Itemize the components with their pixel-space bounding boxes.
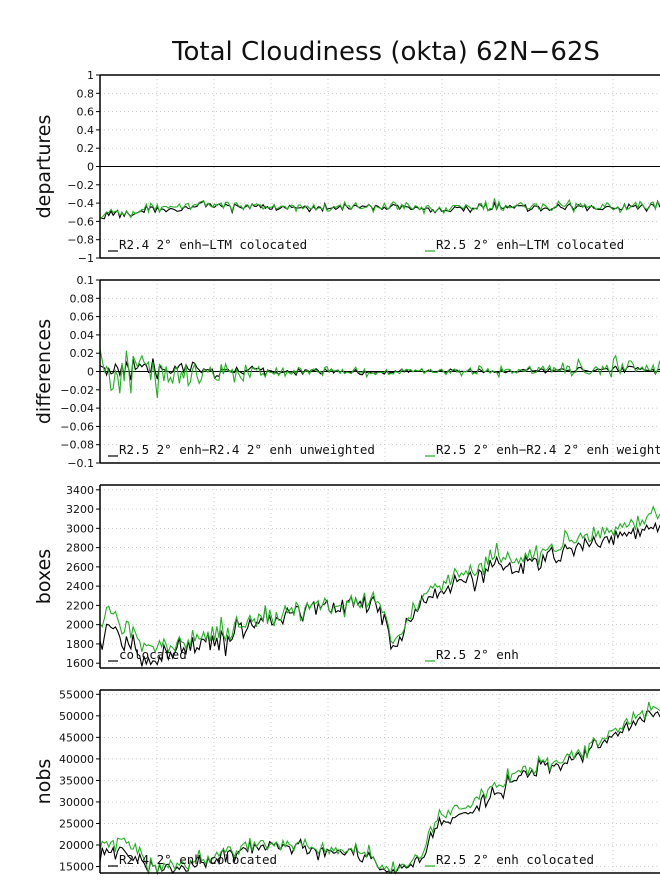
y-tick-label: 3200 <box>66 503 94 516</box>
y-tick-label: 15000 <box>59 861 94 874</box>
panel-differences: −0.1 −0.08 −0.06 −0.04 −0.02 0 0.02 0.04 0.06 0.0… <box>33 274 660 470</box>
y-tick-label: 1600 <box>66 657 94 670</box>
y-tick-label: −0.06 <box>60 420 94 433</box>
legend-label: colocated <box>119 647 187 662</box>
y-tick-label: −0.4 <box>67 197 94 210</box>
y-tick-label: 1 <box>87 69 94 82</box>
y-tick-label: 30000 <box>59 796 94 809</box>
y-tick-label: −0.8 <box>67 234 94 247</box>
y-tick-label: −1 <box>78 252 94 265</box>
y-axis-label: differences <box>33 319 55 424</box>
y-tick-label: 55000 <box>59 688 94 701</box>
y-tick-label: −0.6 <box>67 215 94 228</box>
y-tick-label: −0.04 <box>60 402 94 415</box>
legend-label: R2.5 2° enh <box>436 647 519 662</box>
y-axis-label: departures <box>33 115 55 219</box>
series-line-green <box>99 198 660 220</box>
y-tick-label: 0 <box>87 161 94 174</box>
y-tick-label: 0.2 <box>77 142 95 155</box>
y-tick-label: −0.02 <box>60 384 94 397</box>
panel-nobs: 15000 20000 25000 30000 35000 40000 45000 50000… <box>33 688 660 876</box>
series-line-black <box>99 710 660 876</box>
series-line-green <box>99 701 660 875</box>
y-tick-label: 1800 <box>66 638 94 651</box>
y-tick-label: 2200 <box>66 599 94 612</box>
y-tick-label: 0.6 <box>77 106 95 119</box>
y-tick-label: 3400 <box>66 484 94 497</box>
panel-boxes: 1600 1800 2000 2200 2400 2600 2800 3000 3200 3400… <box>33 484 660 670</box>
y-tick-label: 0.04 <box>70 329 95 342</box>
legend-label: R2.5 2° enh−R2.4 2° enh unweighted <box>119 442 375 457</box>
series-line-black <box>99 521 660 667</box>
y-tick-label: 0.02 <box>70 347 95 360</box>
legend-label: R2.5 2° enh−R2.4 2° enh weight <box>436 442 660 457</box>
chart-title: Total Cloudiness (okta) 62N−62S <box>171 37 600 67</box>
y-tick-label: 0.06 <box>70 311 95 324</box>
y-tick-label: 0.4 <box>77 124 95 137</box>
y-tick-label: 3000 <box>66 522 94 535</box>
panel-departures: −1 −0.8 −0.6 −0.4 −0.2 0 0.2 0.4 0.6 0.8 1 departur… <box>33 69 660 265</box>
y-tick-label: 0.08 <box>70 292 95 305</box>
y-tick-label: 40000 <box>59 753 94 766</box>
y-tick-label: 25000 <box>59 817 94 830</box>
y-tick-label: 2800 <box>66 542 94 555</box>
y-tick-label: −0.1 <box>67 457 94 470</box>
panels-group: −1 −0.8 −0.6 −0.4 −0.2 0 0.2 0.4 0.6 0.8 1 departur… <box>33 69 660 876</box>
legend-label: R2.5 2° enh−LTM colocated <box>436 237 624 252</box>
series-line-green <box>99 348 660 399</box>
y-tick-label: 2600 <box>66 561 94 574</box>
y-tick-label: 45000 <box>59 731 94 744</box>
legend-label: R2.4 2° enh colocated <box>119 852 277 867</box>
y-tick-label: 0.8 <box>77 87 95 100</box>
y-axis-label: nobs <box>33 759 55 805</box>
legend-label: R2.4 2° enh−LTM colocated <box>119 237 307 252</box>
y-tick-label: −0.08 <box>60 439 94 452</box>
legend-label: R2.5 2° enh colocated <box>436 852 594 867</box>
y-tick-label: 2400 <box>66 580 94 593</box>
y-tick-label: 0 <box>87 366 94 379</box>
y-tick-label: 2000 <box>66 619 94 632</box>
y-tick-label: 35000 <box>59 774 94 787</box>
y-tick-label: 50000 <box>59 710 94 723</box>
y-tick-label: −0.2 <box>67 179 94 192</box>
y-tick-label: 0.1 <box>77 274 95 287</box>
y-axis-label: boxes <box>33 549 55 604</box>
y-tick-label: 20000 <box>59 839 94 852</box>
series-line-green <box>99 504 660 654</box>
